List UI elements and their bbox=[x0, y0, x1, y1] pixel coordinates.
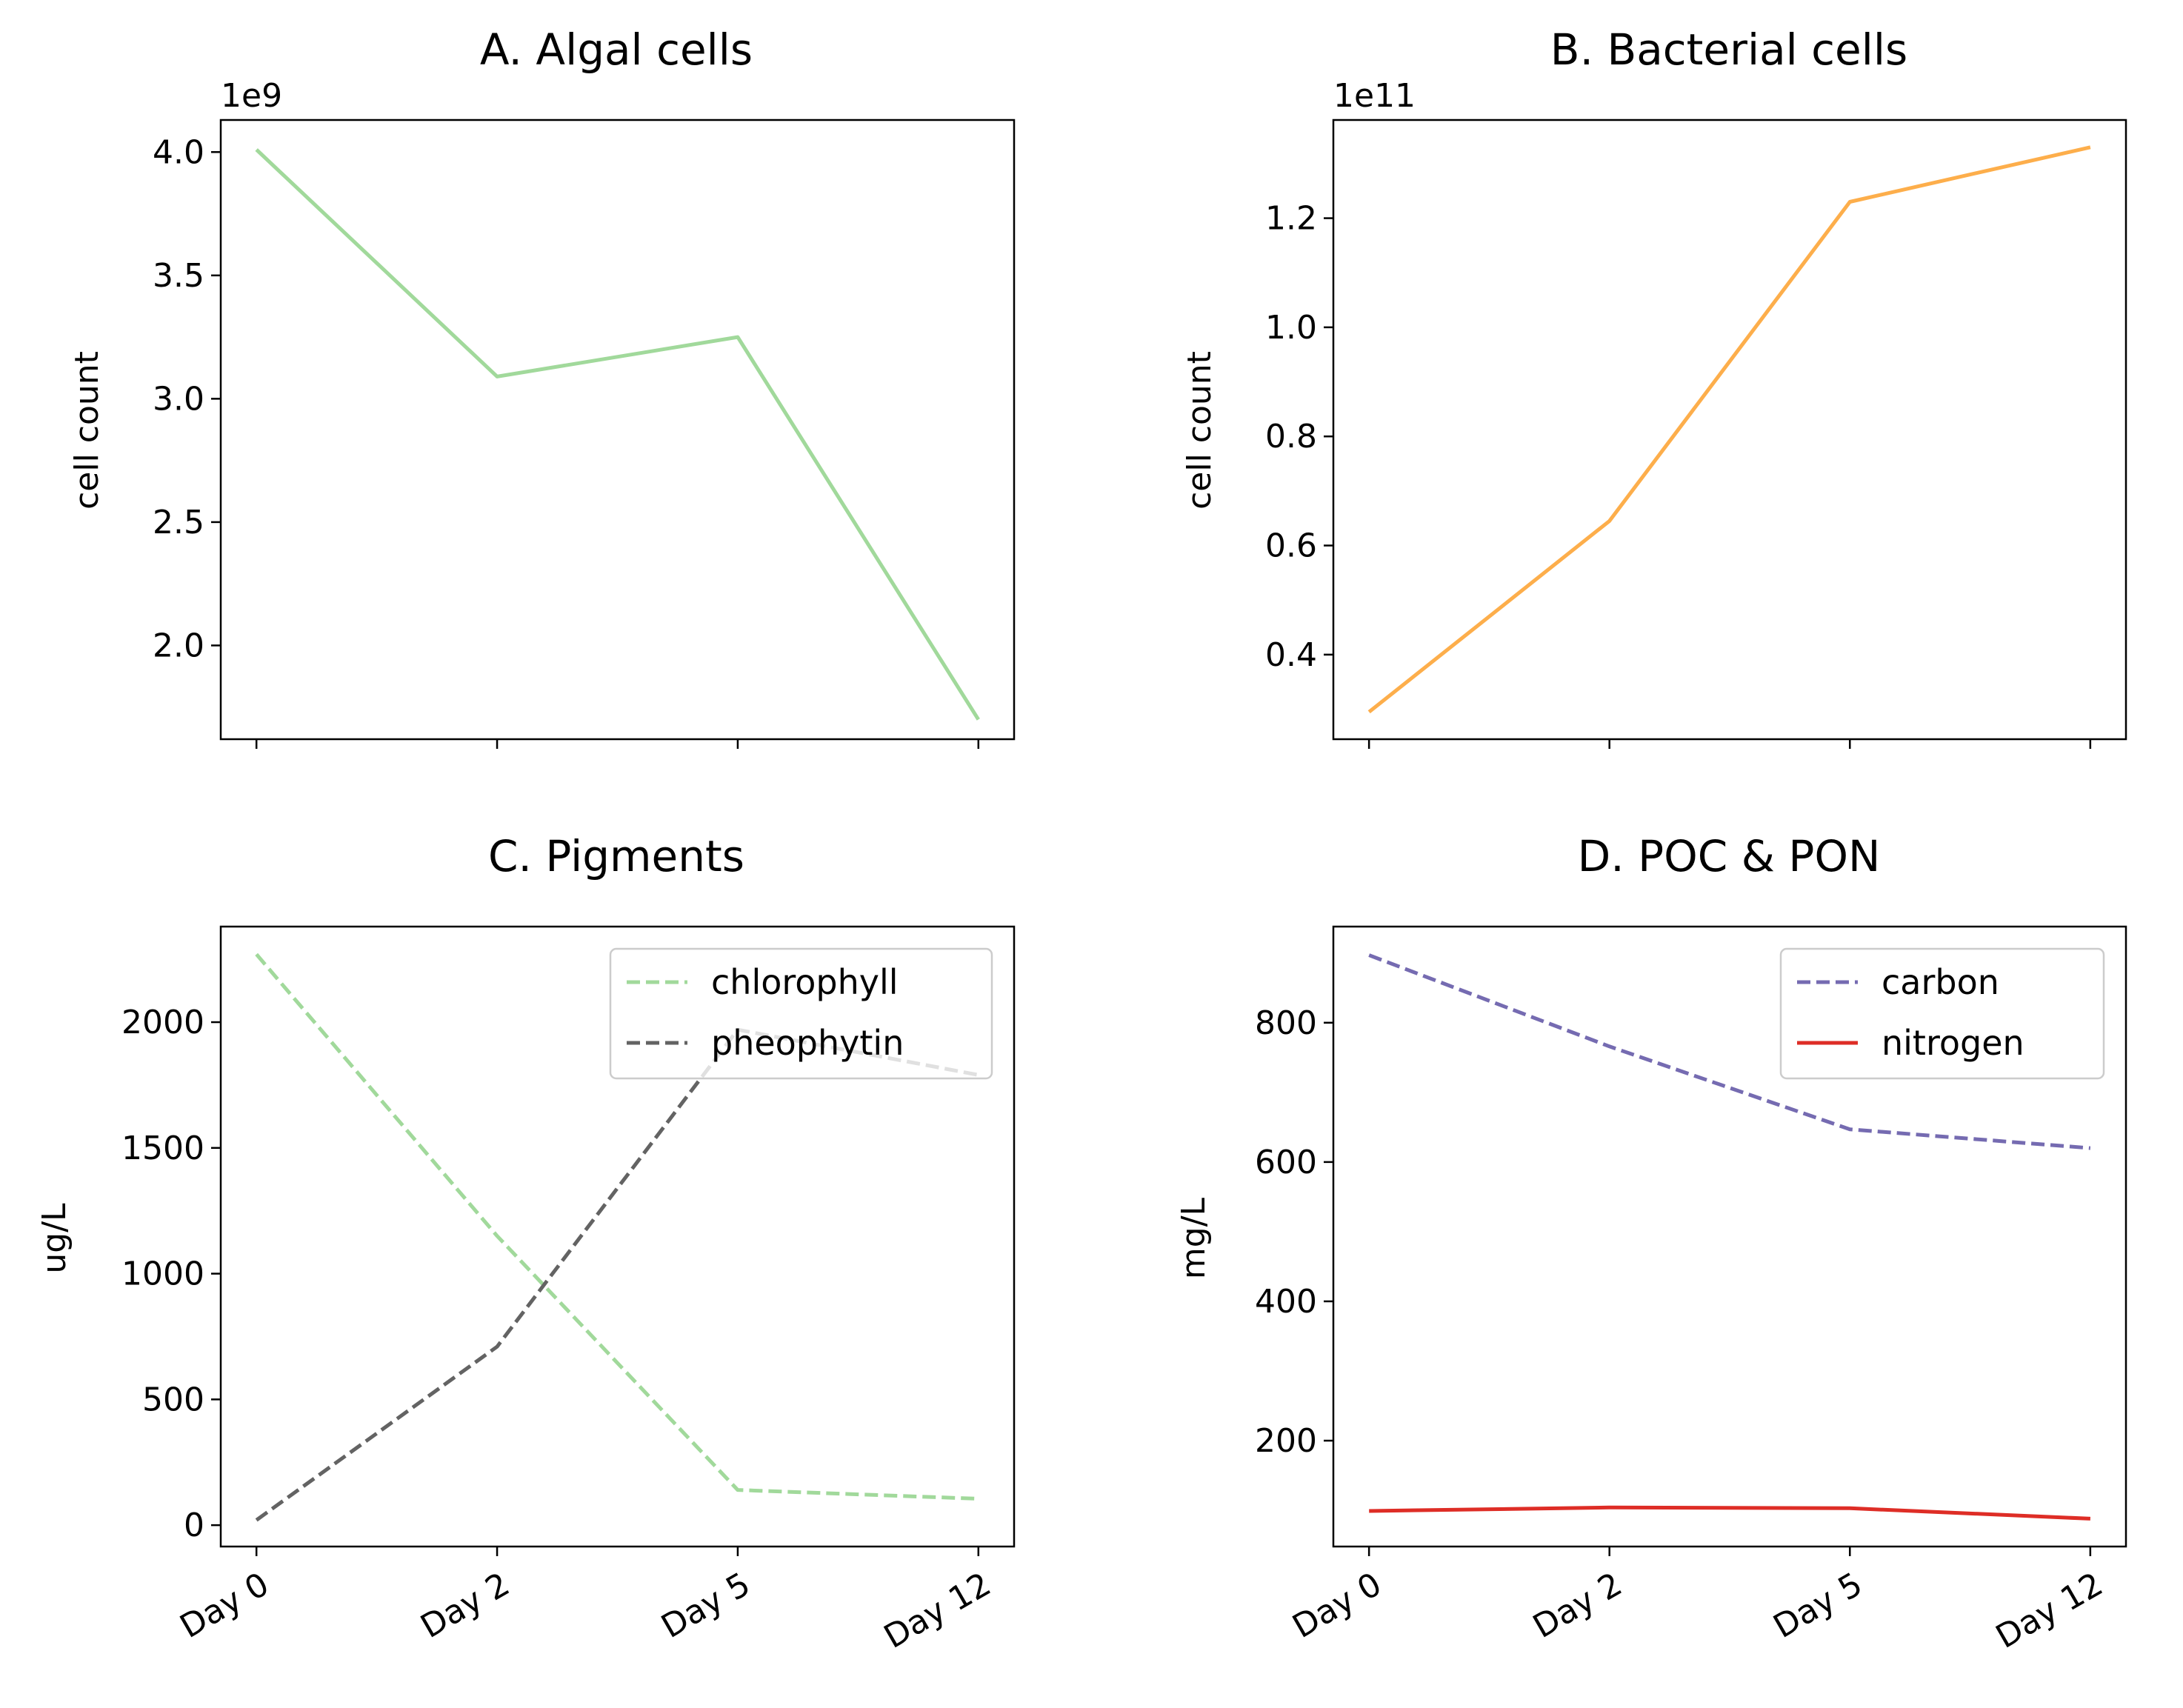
panel-a-offset-text: 1e9 bbox=[221, 77, 282, 115]
panel-d-y-tick-label-0: 200 bbox=[1255, 1422, 1317, 1460]
panel-b-y-tick-label-3: 1.0 bbox=[1265, 309, 1317, 347]
panel-b-y-axis-label: cell count bbox=[1181, 351, 1219, 510]
panel-c-y-axis-label: ug/L bbox=[36, 1203, 73, 1274]
panel-a-y-tick-label-4: 4.0 bbox=[153, 133, 204, 171]
panel-b-plot: 0.4 0.6 0.8 1.0 1.2 bbox=[1265, 119, 2127, 749]
panel-a-y-axis-label: cell count bbox=[68, 351, 106, 510]
panel-b-series-line-0 bbox=[1367, 145, 2091, 714]
panel-a-y-tick-label-2: 3.0 bbox=[153, 380, 204, 418]
panel-c-legend-label-0: chlorophyll bbox=[711, 962, 899, 1002]
panel-d-legend-label-1: nitrogen bbox=[1882, 1023, 2024, 1063]
panel-d-y-tick-label-2: 600 bbox=[1255, 1144, 1317, 1181]
panel-d-y-tick-label-1: 400 bbox=[1255, 1283, 1317, 1321]
panel-b-y-tick-label-4: 1.2 bbox=[1265, 200, 1317, 238]
panel-b-axes-frame bbox=[1332, 119, 2127, 741]
panel-c-legend: chlorophyll pheophytin bbox=[609, 947, 993, 1080]
panel-d-axes-frame bbox=[1332, 925, 2127, 1548]
panel-c-y-tick-label-0: 0 bbox=[184, 1507, 204, 1544]
panel-c-y-tick-label-2: 1000 bbox=[121, 1255, 204, 1293]
panel-d-y-axis-label: mg/L bbox=[1175, 1197, 1213, 1279]
panel-c-axes-frame bbox=[219, 925, 1016, 1548]
panel-d-legend-box bbox=[1779, 947, 2105, 1080]
panel-c-legend-label-1: pheophytin bbox=[711, 1023, 904, 1063]
panel-a-plot: 2.0 2.5 3.0 3.5 4.0 bbox=[153, 119, 1016, 749]
panel-a-axes-frame bbox=[219, 119, 1016, 741]
panel-a-y-tick-label-0: 2.0 bbox=[153, 627, 204, 664]
panel-d-legend: carbon nitrogen bbox=[1779, 947, 2105, 1080]
panel-a-y-tick-label-1: 2.5 bbox=[153, 504, 204, 541]
panel-c-title: C. Pigments bbox=[488, 831, 744, 881]
panel-b: B. Bacterial cells 1e11 cell count 0.40.… bbox=[1181, 24, 2127, 749]
panel-c-y-tick-label-4: 2000 bbox=[121, 1004, 204, 1041]
panel-a: A. Algal cells 1e9 cell count 2.0 2.5 3.0 3… bbox=[68, 24, 1016, 749]
panel-d-series-line-0 bbox=[1368, 953, 2091, 1150]
panel-c-y-tick-label-3: 1500 bbox=[121, 1130, 204, 1167]
panel-b-offset-text: 1e11 bbox=[1333, 77, 1416, 115]
panel-d-y-tick-label-3: 800 bbox=[1255, 1004, 1317, 1042]
panel-d-legend-label-0: carbon bbox=[1882, 962, 1999, 1002]
panel-d-title: D. POC & PON bbox=[1578, 831, 1881, 881]
panel-c-y-tick-label-1: 500 bbox=[142, 1381, 204, 1418]
panel-b-y-tick-label-0: 0.4 bbox=[1265, 636, 1317, 674]
panel-d-series-line-1 bbox=[1369, 1505, 2091, 1521]
panel-a-series-line-0 bbox=[255, 148, 980, 721]
panel-c-series-line-0 bbox=[255, 953, 979, 1501]
panel-b-title: B. Bacterial cells bbox=[1550, 24, 1907, 75]
panel-c-legend-box bbox=[609, 947, 993, 1080]
panel-b-y-tick-label-2: 0.8 bbox=[1265, 418, 1317, 456]
panel-a-y-tick-label-3: 3.5 bbox=[153, 257, 204, 295]
panel-a-title: A. Algal cells bbox=[480, 24, 753, 75]
panel-b-y-tick-label-1: 0.6 bbox=[1265, 527, 1317, 565]
